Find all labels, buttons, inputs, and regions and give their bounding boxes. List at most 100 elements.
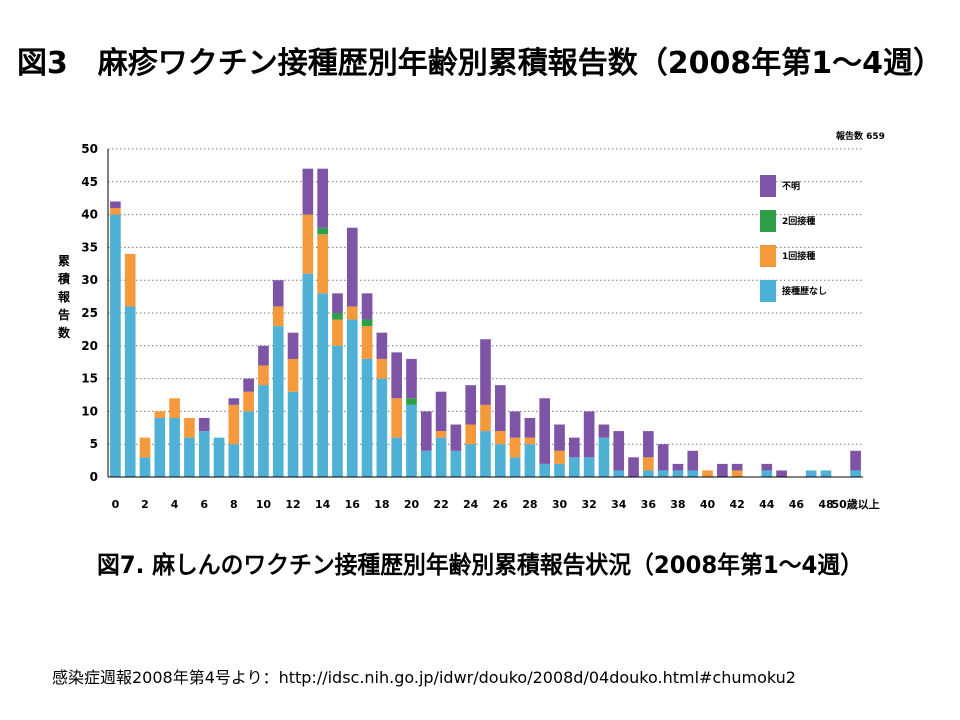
- bar-segment: [450, 450, 462, 477]
- bar-segment: [198, 417, 210, 432]
- figure-caption: 図7. 麻しんのワクチン接種歴別年齢別累積報告状況（2008年第1～4週）: [96, 551, 864, 579]
- bar-segment: [213, 437, 225, 477]
- bar-segment: [361, 319, 373, 327]
- bar-segment: [613, 470, 625, 477]
- x-tick-label: 12: [285, 498, 300, 511]
- bar-segment: [361, 293, 373, 320]
- x-tick-label: 44: [759, 498, 775, 511]
- bar-segment: [435, 437, 447, 477]
- bar-segment: [287, 391, 299, 477]
- legend-label: 不明: [782, 181, 800, 192]
- bar-segment: [376, 378, 388, 477]
- x-tick-label: 36: [641, 498, 657, 511]
- bar-segment: [554, 424, 565, 451]
- bar-segment: [346, 306, 358, 320]
- bar-segment: [598, 424, 610, 438]
- bar-segment: [406, 404, 417, 477]
- bar-segment: [480, 339, 491, 405]
- x-tick-label: 8: [230, 498, 238, 511]
- x-tick-label: 50歳以上: [831, 497, 879, 511]
- x-tick-labels: 0 2 4 6 8 10 12 14 16 18 20 22 24 26 28 30 32 34 36 38 40 42 4…: [112, 497, 880, 511]
- y-tick-label: 10: [81, 404, 98, 418]
- x-tick-label: 48: [818, 498, 833, 511]
- bar-segment: [110, 208, 121, 215]
- bar-segment: [465, 444, 477, 477]
- legend-label: 接種歴なし: [782, 285, 827, 297]
- x-tick-label: 14: [315, 498, 331, 511]
- bar-segment: [776, 470, 787, 477]
- bar-segment: [805, 470, 817, 477]
- y-tick-label: 0: [90, 470, 98, 484]
- bar-segment: [406, 358, 417, 399]
- x-tick-label: 28: [522, 498, 537, 511]
- bar-segment: [524, 444, 536, 477]
- bar-segment: [287, 358, 299, 392]
- legend-swatch: [760, 280, 776, 302]
- bar-segment: [731, 463, 743, 471]
- x-tick-label: 40: [700, 498, 716, 511]
- bar-segment: [361, 358, 373, 477]
- y-tick-label: 35: [81, 240, 98, 254]
- bar-segment: [184, 417, 195, 438]
- bar-segment: [435, 431, 447, 438]
- legend-swatch: [760, 245, 776, 267]
- x-tick-label: 0: [112, 498, 120, 511]
- legend-label: 1回接種: [782, 250, 815, 262]
- bar-segment: [272, 326, 284, 477]
- y-tick-label: 50: [81, 142, 98, 156]
- bar-segment: [302, 214, 314, 274]
- bar-segment: [228, 444, 240, 477]
- bar-segment: [672, 463, 684, 471]
- x-tick-label: 16: [345, 498, 361, 511]
- y-tick-label: 5: [90, 437, 98, 451]
- bar-segment: [598, 437, 610, 477]
- bar-segment: [228, 404, 240, 445]
- bar-segment: [613, 431, 625, 471]
- bar-segment: [761, 463, 773, 471]
- bar-segment: [435, 391, 447, 432]
- bar-segment: [583, 457, 595, 477]
- bar-segment: [169, 398, 180, 418]
- x-tick-label: 46: [789, 498, 805, 511]
- y-tick-label: 15: [81, 372, 98, 386]
- y-tick-label: 20: [81, 339, 98, 353]
- bar-segment: [124, 306, 136, 477]
- bar-segment: [731, 470, 743, 477]
- x-tick-label: 10: [256, 498, 272, 511]
- bar-segment: [243, 411, 254, 477]
- bar-segment: [672, 470, 684, 477]
- bar-segment: [110, 201, 121, 209]
- bars: [110, 168, 861, 477]
- bar-segment: [524, 417, 536, 438]
- x-tick-label: 18: [374, 498, 389, 511]
- bar-segment: [406, 398, 417, 405]
- x-tick-label: 30: [552, 498, 568, 511]
- legend-swatch: [760, 210, 776, 232]
- bar-segment: [820, 470, 832, 477]
- bar-segment: [568, 437, 580, 458]
- bar-segment: [391, 437, 403, 477]
- bar-segment: [494, 431, 506, 445]
- bar-segment: [465, 385, 477, 425]
- bar-segment: [332, 293, 343, 313]
- bar-segment: [539, 398, 551, 464]
- bar-segment: [332, 345, 343, 477]
- bar-segment: [568, 457, 580, 477]
- x-tick-label: 22: [433, 498, 448, 511]
- bar-segment: [154, 411, 166, 418]
- bar-segment: [583, 411, 595, 458]
- bar-segment: [124, 253, 136, 307]
- bar-segment: [524, 437, 536, 445]
- bar-segment: [509, 457, 521, 477]
- bar-segment: [198, 431, 210, 477]
- bar-segment: [228, 398, 240, 405]
- bar-segment: [154, 417, 166, 477]
- bar-segment: [643, 470, 654, 477]
- bar-segment: [687, 450, 699, 471]
- x-tick-label: 2: [141, 498, 149, 511]
- slide-title: 図3 麻疹ワクチン接種歴別年齢別累積報告数（2008年第1～4週）: [16, 46, 944, 81]
- bar-segment: [139, 457, 151, 477]
- bar-segment: [169, 417, 180, 477]
